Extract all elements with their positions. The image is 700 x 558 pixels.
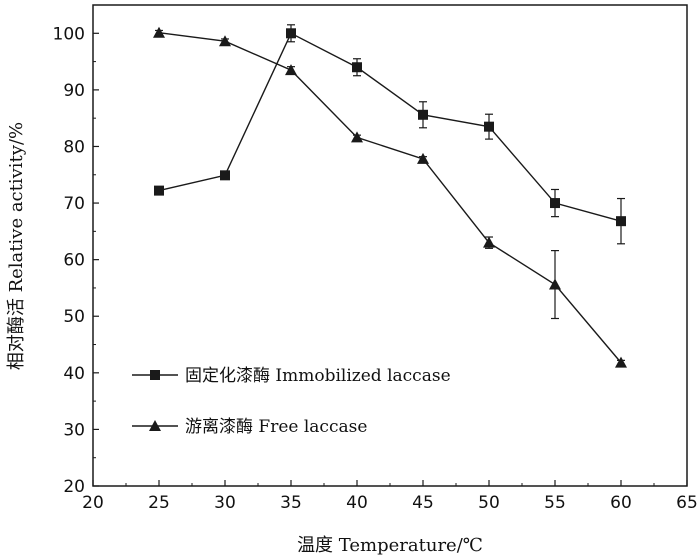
x-tick-label: 55 (544, 493, 566, 513)
x-tick-label: 20 (82, 493, 104, 513)
data-point-square (484, 121, 494, 132)
x-tick-label: 65 (676, 493, 698, 513)
x-tick-label: 25 (148, 493, 170, 513)
y-tick-label: 70 (63, 194, 85, 214)
y-tick-label: 30 (63, 420, 85, 440)
x-tick-label: 30 (214, 493, 236, 513)
series-square (154, 24, 626, 245)
legend: 固定化漆酶 Immobilized laccase 游离漆酶 Free lacca… (132, 366, 451, 437)
y-tick-label: 80 (63, 137, 85, 157)
legend-label: 固定化漆酶 Immobilized laccase (185, 366, 451, 386)
y-tick-labels: 20 30 40 50 60 70 80 90 100 (53, 24, 85, 497)
legend-item: 游离漆酶 Free laccase (132, 417, 367, 437)
x-axis-label: 温度 Temperature/℃ (297, 535, 483, 556)
legend-marker-square (150, 370, 160, 380)
y-axis-label: 相对酶活 Relative activity/% (6, 122, 27, 370)
data-point-square (616, 216, 626, 227)
series-triangle (153, 26, 627, 368)
series-line (158, 32, 622, 364)
legend-marker-triangle (149, 420, 161, 431)
data-point-square (220, 170, 230, 181)
plot-frame (92, 4, 688, 487)
data-point-triangle (153, 26, 165, 38)
x-tick-label: 35 (280, 493, 302, 513)
y-tick-label: 90 (63, 81, 85, 101)
y-tick-label: 100 (53, 24, 85, 44)
y-tick-label: 20 (63, 477, 85, 497)
data-point-triangle (483, 236, 495, 248)
x-tick-label: 40 (346, 493, 368, 513)
data-point-square (550, 198, 560, 209)
data-point-square (286, 28, 296, 39)
legend-label: 游离漆酶 Free laccase (185, 417, 367, 437)
data-point-square (418, 109, 428, 120)
y-tick-label: 40 (63, 364, 85, 384)
series-line (158, 32, 622, 222)
x-tick-label: 50 (478, 493, 500, 513)
x-tick-label: 60 (610, 493, 632, 513)
axis-ticks (92, 32, 688, 487)
data-point-triangle (351, 131, 363, 143)
x-tick-label: 45 (412, 493, 434, 513)
legend-item: 固定化漆酶 Immobilized laccase (132, 366, 451, 386)
series-layer (153, 24, 627, 368)
data-point-triangle (285, 64, 297, 76)
data-point-triangle (615, 356, 627, 368)
data-point-square (154, 185, 164, 196)
data-point-triangle (417, 152, 429, 164)
y-tick-label: 50 (63, 307, 85, 327)
data-point-triangle (549, 278, 561, 290)
data-point-square (352, 62, 362, 73)
x-tick-labels: 20 25 30 35 40 45 50 55 60 65 (82, 493, 698, 513)
data-point-triangle (219, 35, 231, 47)
y-tick-label: 60 (63, 251, 85, 271)
